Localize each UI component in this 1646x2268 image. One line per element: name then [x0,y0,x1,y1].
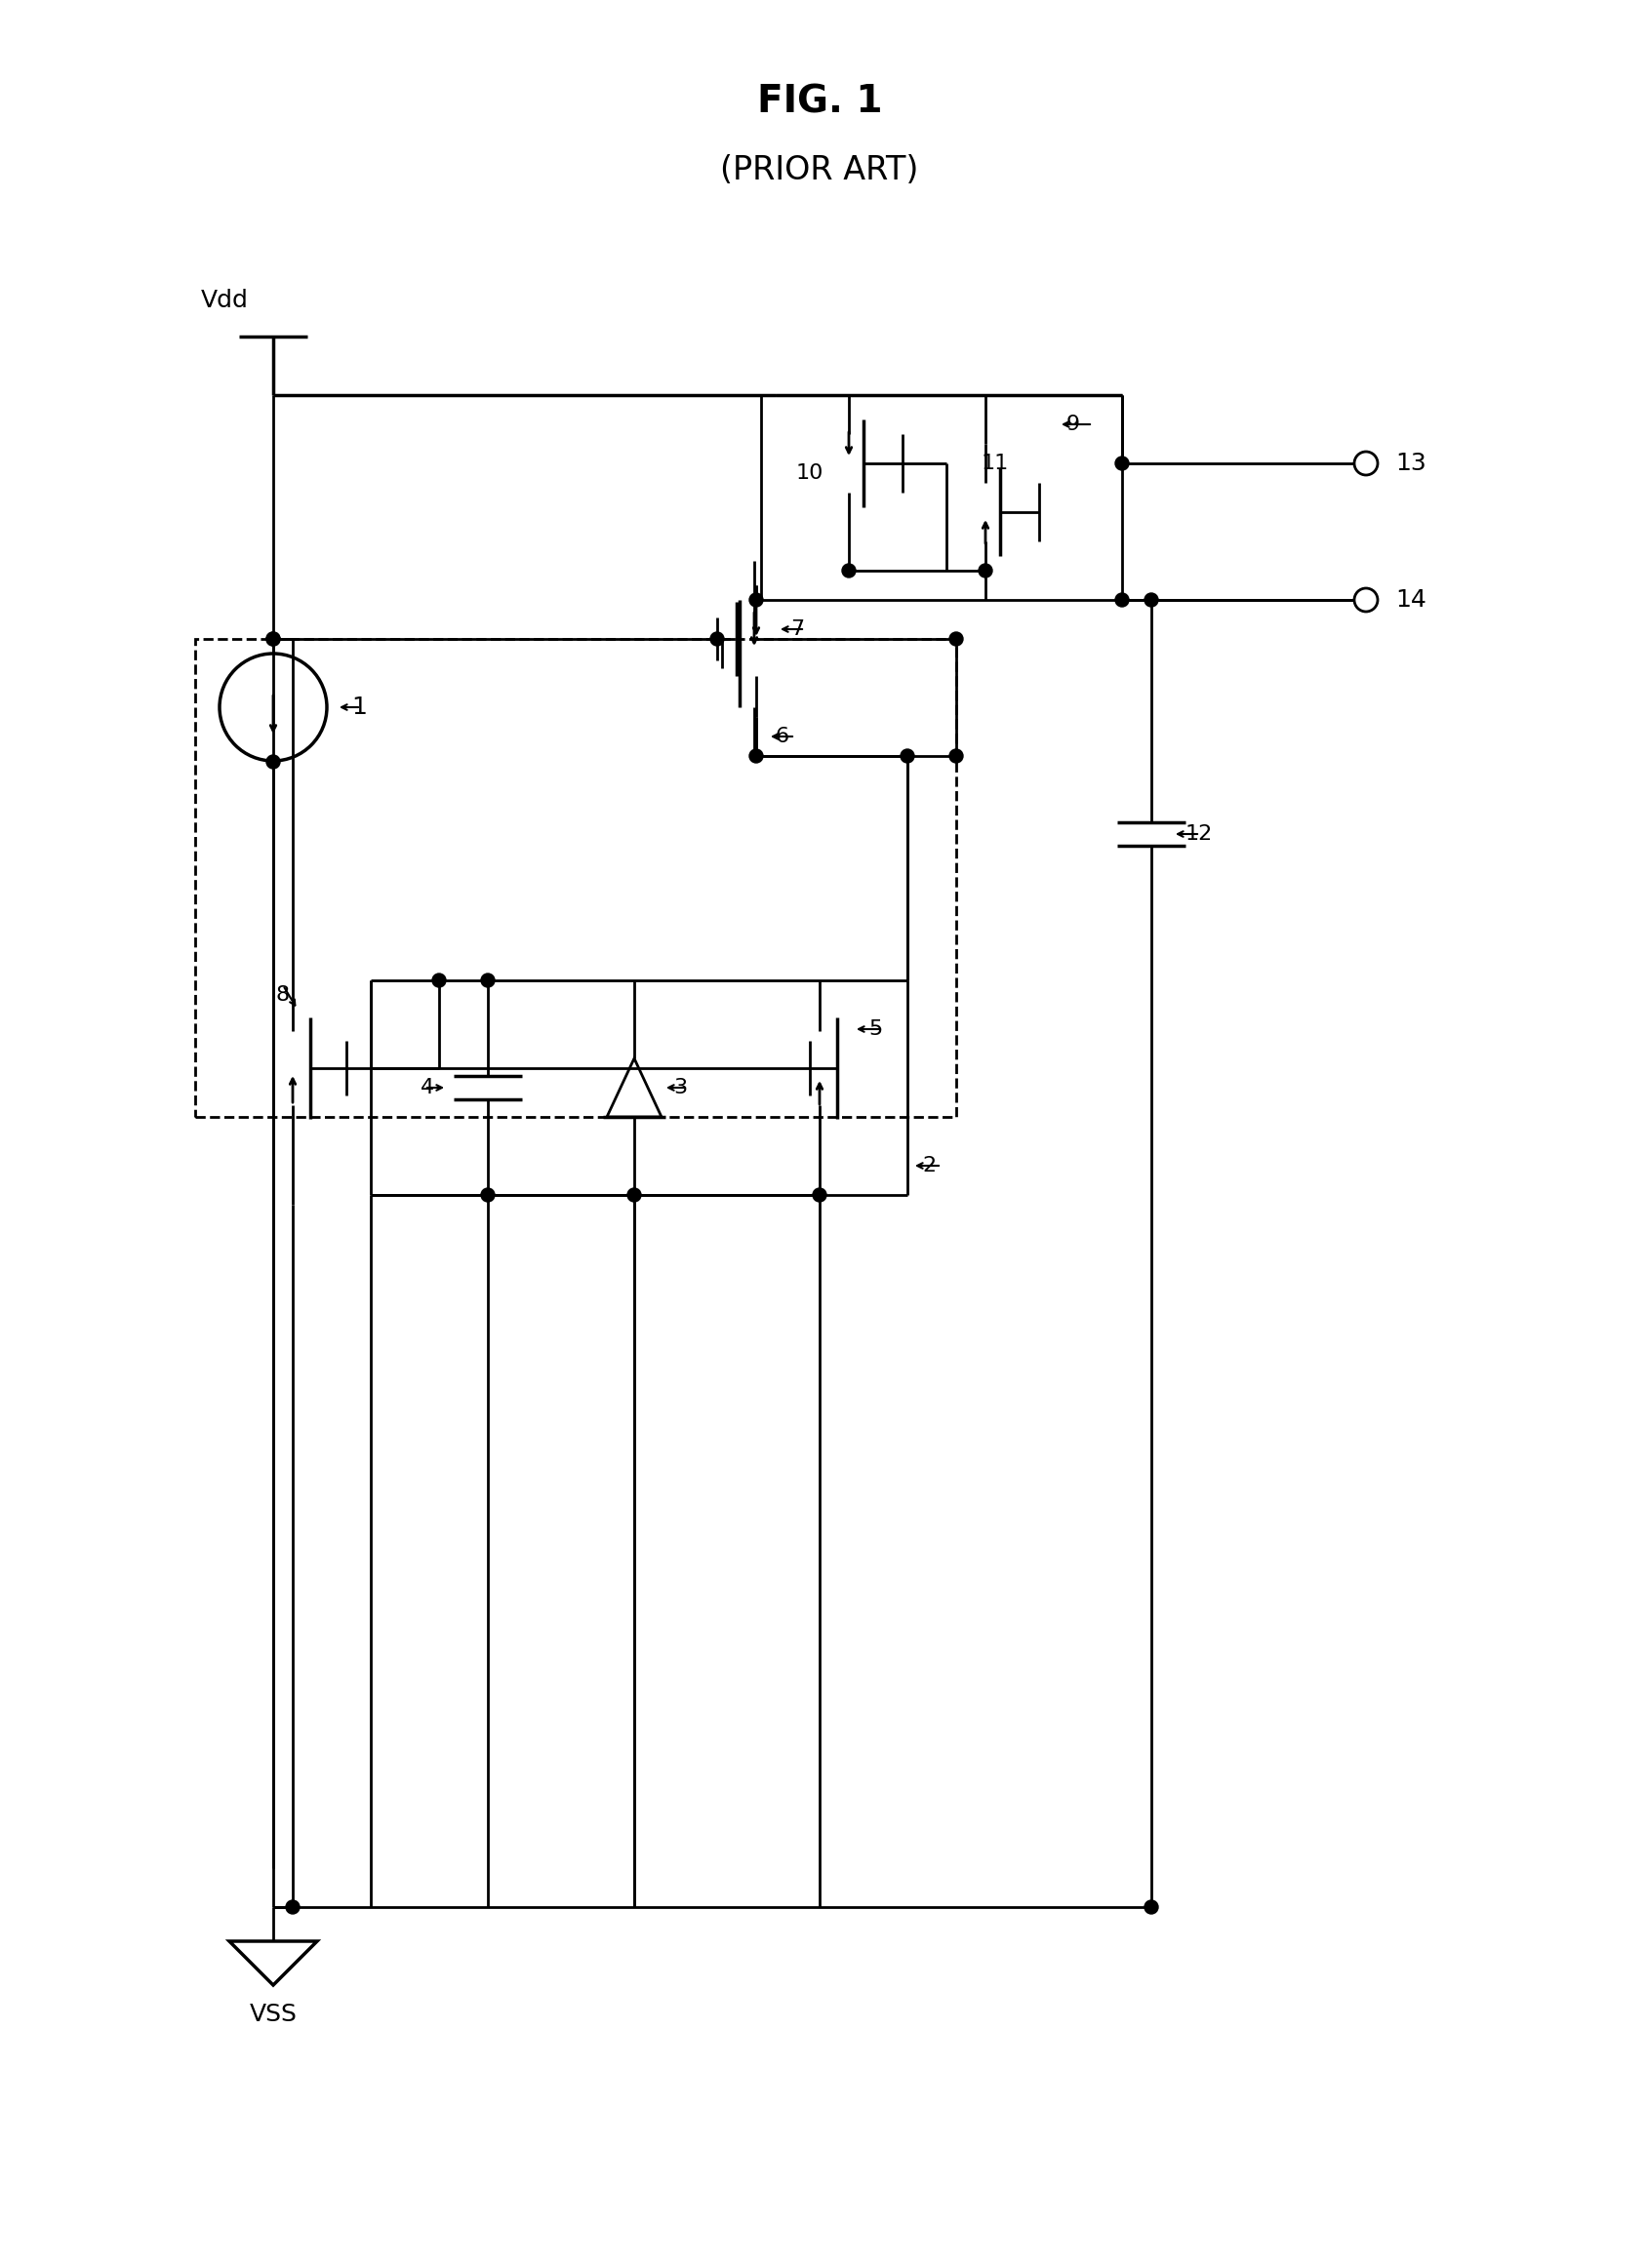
Circle shape [433,973,446,987]
Text: 3: 3 [673,1077,686,1098]
Circle shape [1144,594,1159,608]
Circle shape [481,1188,495,1202]
Circle shape [749,594,764,608]
Text: FIG. 1: FIG. 1 [757,84,882,120]
Text: (PRIOR ART): (PRIOR ART) [721,154,918,186]
Text: 11: 11 [981,454,1009,474]
Text: 4: 4 [420,1077,435,1098]
Circle shape [1144,1901,1159,1914]
Text: 6: 6 [775,726,790,746]
Circle shape [979,565,993,578]
Text: 5: 5 [869,1018,882,1039]
Circle shape [843,565,856,578]
Text: 9: 9 [1067,415,1080,433]
Circle shape [813,1188,826,1202]
Text: 14: 14 [1396,587,1427,612]
Text: 7: 7 [790,619,805,640]
Circle shape [950,633,963,646]
Circle shape [267,755,280,769]
Text: Vdd: Vdd [201,288,249,313]
Text: 13: 13 [1396,451,1425,474]
Circle shape [900,748,914,762]
Circle shape [950,748,963,762]
Circle shape [267,633,280,646]
Circle shape [481,973,495,987]
Text: 12: 12 [1185,823,1213,844]
Text: 1: 1 [351,696,367,719]
Text: 2: 2 [922,1157,937,1175]
Circle shape [1116,594,1129,608]
Text: 10: 10 [797,463,823,483]
Text: VSS: VSS [249,2003,296,2025]
Circle shape [749,748,764,762]
Text: 8: 8 [277,984,290,1005]
Circle shape [711,633,724,646]
Circle shape [267,633,280,646]
Circle shape [627,1188,640,1202]
Circle shape [286,1901,300,1914]
Circle shape [1116,456,1129,469]
